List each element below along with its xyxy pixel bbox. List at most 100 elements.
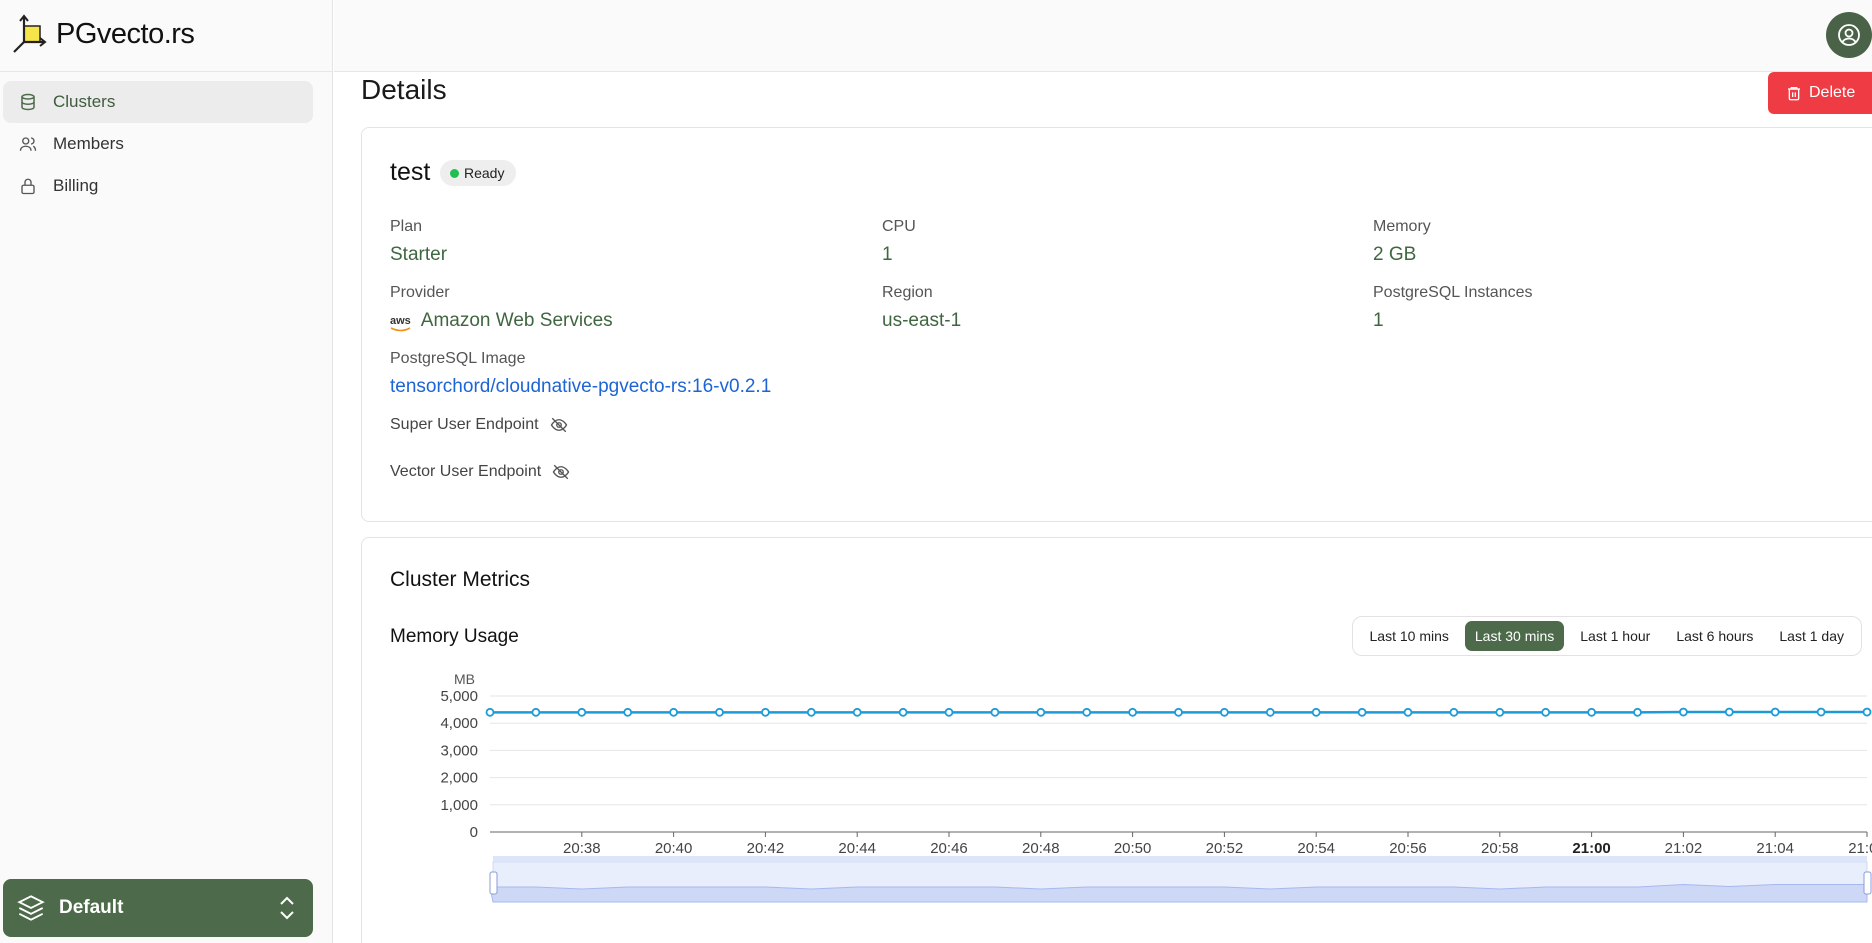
lock-icon (17, 175, 39, 197)
sidebar-item-clusters[interactable]: Clusters (3, 81, 313, 123)
image-field: PostgreSQL Image tensorchord/cloudnative… (390, 350, 771, 398)
y-axis-label: MB (454, 671, 475, 687)
region-field: Region us-east-1 (882, 284, 961, 332)
data-point (485, 707, 495, 717)
metrics-title: Cluster Metrics (390, 568, 531, 591)
data-point (715, 707, 724, 717)
status-dot (450, 169, 459, 178)
range-1-hour[interactable]: Last 1 hour (1580, 628, 1651, 644)
org-switcher[interactable]: Default (3, 879, 313, 937)
range-1-day[interactable]: Last 1 day (1779, 628, 1844, 644)
x-tick-label: 20:38 (563, 840, 601, 857)
image-label: PostgreSQL Image (390, 350, 526, 367)
sidebar-item-members[interactable]: Members (3, 123, 313, 165)
trash-icon (1786, 84, 1802, 102)
provider-value-row: aws Amazon Web Services (390, 310, 613, 332)
layers-icon (17, 894, 45, 922)
instances-label: PostgreSQL Instances (1373, 284, 1533, 301)
memory-label: Memory (1373, 218, 1431, 235)
delete-button[interactable]: Delete (1768, 72, 1872, 114)
image-link[interactable]: tensorchord/cloudnative-pgvecto-rs:16-v0… (390, 376, 772, 397)
instances-value: 1 (1373, 310, 1384, 331)
zoom-handle-right[interactable] (1863, 871, 1872, 895)
data-point (1357, 707, 1367, 717)
x-tick-label: 20:46 (930, 840, 968, 857)
time-range-selector: Last 10 mins Last 30 mins Last 1 hour La… (1351, 616, 1862, 656)
sidebar: Clusters Members Billing Default (0, 0, 333, 943)
range-6-hours[interactable]: Last 6 hours (1676, 628, 1754, 644)
cpu-field: CPU 1 (882, 218, 916, 266)
zoom-handle-left[interactable] (489, 871, 498, 895)
x-tick-label: 21:00 (1572, 840, 1610, 857)
x-tick-label: 20:40 (655, 840, 693, 857)
x-tick-label: 21:06 (1848, 840, 1872, 857)
x-tick-label: 21:04 (1756, 840, 1794, 857)
range-10-mins[interactable]: Last 10 mins (1369, 628, 1449, 644)
x-tick-label: 21:02 (1665, 840, 1703, 857)
vector-user-endpoint: Vector User Endpoint (390, 463, 571, 481)
eye-off-icon[interactable] (549, 416, 569, 434)
data-point (1587, 707, 1596, 717)
sidebar-item-label: Clusters (53, 92, 116, 111)
aws-logo-icon: aws (390, 315, 411, 332)
chevron-up-down-icon (277, 895, 297, 927)
app-name: PGvecto.rs (56, 17, 195, 50)
memory-usage-chart: MB5,000 4,000 3,000 2,000 1,000 0 20:38 20:40 20… (440, 671, 1872, 903)
cluster-name: test (390, 158, 431, 186)
plan-field: Plan Starter (390, 218, 447, 266)
sidebar-brand-area (0, 0, 332, 72)
memory-value: 2 GB (1373, 244, 1417, 265)
app-logo[interactable]: PGvecto.rs (10, 14, 195, 54)
provider-field: Provider aws Amazon Web Services (390, 284, 613, 332)
range-30-mins[interactable]: Last 30 mins (1464, 621, 1565, 651)
data-point (1174, 707, 1183, 717)
data-point (1265, 707, 1275, 717)
memory-field: Memory 2 GB (1373, 218, 1431, 266)
data-point (1679, 707, 1688, 717)
data-point (1036, 707, 1046, 717)
database-icon (17, 91, 39, 113)
x-tick-label: 20:44 (838, 840, 876, 857)
sidebar-item-label: Members (53, 134, 124, 153)
data-point (898, 707, 908, 717)
eye-off-icon[interactable] (551, 463, 571, 481)
data-point (623, 707, 633, 717)
y-tick-label: 2,000 (440, 770, 478, 787)
sidebar-item-billing[interactable]: Billing (3, 165, 313, 207)
vector-user-endpoint-label: Vector User Endpoint (390, 463, 542, 480)
super-user-endpoint: Super User Endpoint (390, 416, 569, 434)
data-point (1724, 707, 1734, 717)
data-point (577, 707, 587, 717)
org-name: Default (59, 897, 124, 918)
cpu-label: CPU (882, 218, 916, 235)
sidebar-nav: Clusters Members Billing (0, 72, 332, 207)
delete-label: Delete (1809, 84, 1856, 101)
data-point (1449, 707, 1459, 717)
data-point (1816, 707, 1826, 717)
main-content: Details Delete test Ready Plan Starter C… (334, 72, 1872, 943)
plan-label: Plan (390, 218, 423, 235)
user-circle-icon (1837, 23, 1861, 47)
data-point (531, 707, 541, 717)
users-icon (17, 133, 39, 155)
data-point (1770, 707, 1780, 717)
data-point (852, 707, 862, 717)
data-point (1220, 707, 1229, 717)
top-bar (334, 0, 1872, 72)
data-point (669, 707, 679, 717)
data-point (990, 707, 1000, 717)
region-label: Region (882, 284, 933, 301)
super-user-endpoint-label: Super User Endpoint (390, 416, 539, 433)
page-title: Details (361, 74, 447, 105)
y-tick-label: 4,000 (440, 715, 478, 732)
zoom-slider-bar (493, 856, 1867, 862)
user-avatar-button[interactable] (1826, 12, 1872, 58)
y-tick-label: 5,000 (440, 688, 478, 705)
data-point (1541, 707, 1551, 717)
status-badge: Ready (440, 160, 517, 186)
data-point (1862, 707, 1872, 717)
cluster-metrics-card: Cluster Metrics Memory Usage Last 10 min… (361, 537, 1872, 943)
provider-label: Provider (390, 284, 450, 301)
instances-field: PostgreSQL Instances 1 (1373, 284, 1533, 332)
y-tick-label: 0 (470, 824, 478, 841)
